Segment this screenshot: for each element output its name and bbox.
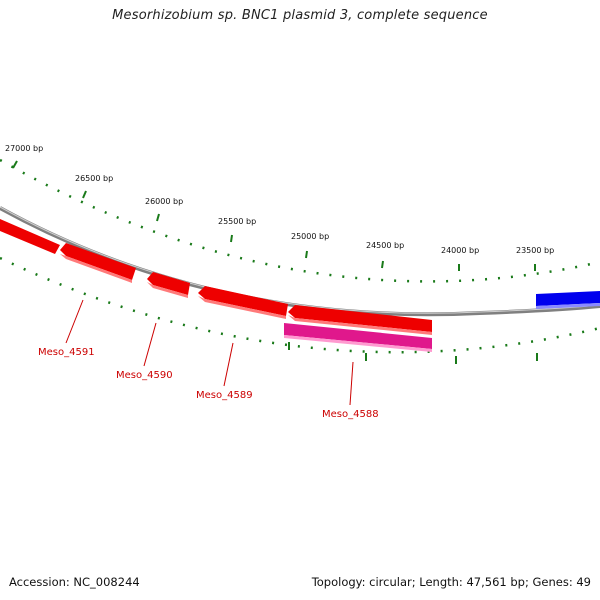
gene-shadow [536, 303, 600, 309]
ruler-label: 24500 bp [366, 241, 404, 250]
major-tick [82, 190, 87, 199]
gene-label-meso-4590[interactable]: Meso_4590 [116, 370, 173, 381]
ruler-label: 25000 bp [291, 232, 329, 241]
ruler-label: 26500 bp [75, 174, 113, 183]
map-title: Mesorhizobium sp. BNC1 plasmid 3, comple… [112, 8, 488, 23]
gene-shadow [198, 296, 286, 319]
gene-label-leader [223, 342, 234, 387]
gene-label-meso-4591[interactable]: Meso_4591 [38, 347, 95, 358]
gene-label-meso-4589[interactable]: Meso_4589 [196, 390, 253, 401]
major-tick [12, 160, 18, 169]
major-tick [230, 234, 233, 243]
gene-arrow-segment[interactable] [288, 305, 432, 332]
gene-arrow-meso-4591-left[interactable] [0, 219, 60, 254]
major-ticks [12, 160, 538, 364]
gene-arrow-meso-4590[interactable] [147, 272, 190, 295]
major-tick [381, 260, 384, 269]
inner-tick-ring [0, 256, 600, 354]
ruler-label: 24000 bp [441, 246, 479, 255]
gene-arrow-meso-4588[interactable] [284, 323, 432, 349]
gene-shadow [288, 315, 432, 335]
ruler-label: 26000 bp [145, 197, 183, 206]
gene-arrow-blue[interactable] [536, 291, 600, 306]
accession-label: Accession: NC_008244 [9, 575, 140, 589]
gene-label-leader [143, 322, 157, 367]
gene-shadow [60, 254, 132, 283]
gene-shadow [147, 282, 188, 298]
gene-arrow-meso-4591[interactable] [60, 243, 136, 280]
ruler-label: 25500 bp [218, 217, 256, 226]
plasmid-backbone [0, 206, 600, 317]
ruler-label: 27000 bp [5, 144, 43, 153]
gene-shadow [284, 335, 432, 352]
gene-label-leader [349, 361, 354, 406]
major-tick [305, 250, 308, 259]
genome-summary: Topology: circular; Length: 47,561 bp; G… [311, 575, 591, 589]
plasmid-backbone-highlight [0, 206, 600, 314]
major-tick [156, 213, 160, 222]
gene-arrow-meso-4589[interactable] [198, 286, 288, 316]
ruler-label: 23500 bp [516, 246, 554, 255]
gene-label-leader [65, 299, 84, 344]
gene-label-meso-4588[interactable]: Meso_4588 [322, 409, 379, 420]
